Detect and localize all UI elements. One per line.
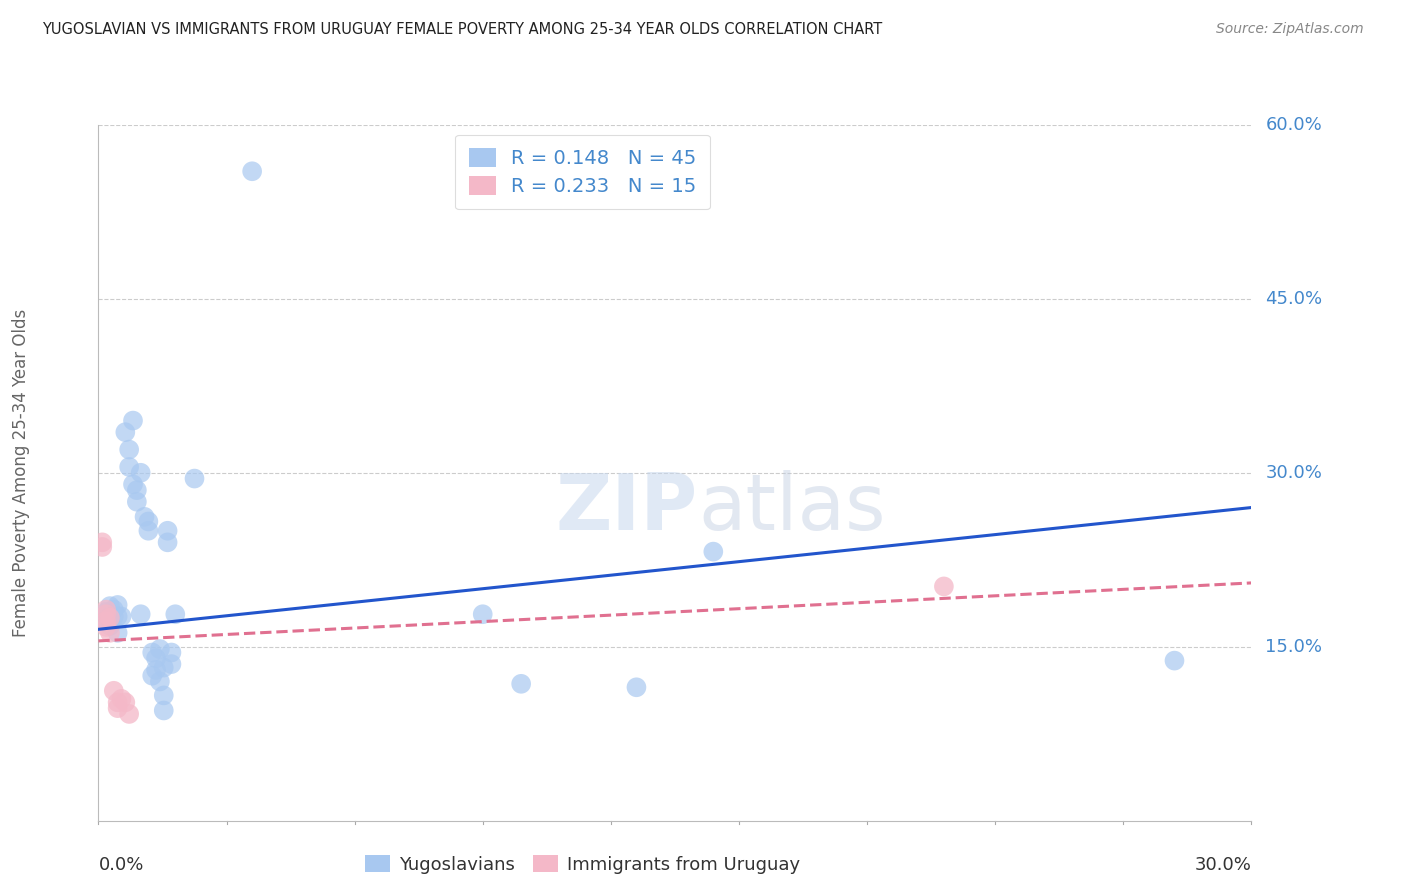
Point [94, 620, 117, 634]
Point [1163, 654, 1185, 668]
Point [160, 646, 183, 660]
Point [141, 669, 163, 683]
Point [122, 477, 145, 491]
Point [98, 625, 121, 640]
Point [149, 674, 172, 689]
Text: YUGOSLAVIAN VS IMMIGRANTS FROM URUGUAY FEMALE POVERTY AMONG 25-34 YEAR OLDS CORR: YUGOSLAVIAN VS IMMIGRANTS FROM URUGUAY F… [42, 22, 883, 37]
Point [94, 614, 117, 628]
Point [107, 701, 129, 715]
Text: 15.0%: 15.0% [1265, 638, 1323, 656]
Point [134, 509, 156, 524]
Point [91, 610, 114, 624]
Point [94, 602, 117, 616]
Point [98, 619, 121, 633]
Point [125, 494, 148, 508]
Point [91, 540, 114, 554]
Text: Source: ZipAtlas.com: Source: ZipAtlas.com [1216, 22, 1364, 37]
Point [107, 695, 129, 709]
Point [510, 677, 533, 691]
Point [107, 609, 129, 624]
Point [156, 535, 179, 549]
Point [626, 680, 648, 694]
Point [702, 544, 724, 558]
Point [110, 609, 132, 624]
Point [183, 471, 205, 485]
Point [94, 607, 117, 622]
Point [145, 663, 167, 677]
Point [110, 692, 132, 706]
Text: 60.0%: 60.0% [1265, 116, 1322, 134]
Point [152, 660, 174, 674]
Text: 30.0%: 30.0% [1265, 464, 1322, 482]
Point [122, 414, 145, 428]
Point [98, 610, 121, 624]
Point [91, 535, 114, 549]
Point [145, 651, 167, 665]
Point [471, 607, 494, 622]
Legend: Yugoslavians, Immigrants from Uruguay: Yugoslavians, Immigrants from Uruguay [357, 848, 807, 881]
Point [129, 607, 152, 622]
Point [107, 598, 129, 612]
Point [94, 605, 117, 619]
Point [138, 515, 160, 529]
Point [98, 599, 121, 614]
Point [129, 466, 152, 480]
Point [149, 642, 172, 657]
Text: 0.0%: 0.0% [98, 856, 143, 874]
Point [98, 614, 121, 628]
Point [94, 614, 117, 628]
Point [103, 683, 125, 698]
Point [107, 625, 129, 640]
Text: atlas: atlas [697, 469, 886, 546]
Point [118, 442, 141, 457]
Point [114, 425, 136, 439]
Point [160, 657, 183, 671]
Point [156, 524, 179, 538]
Text: Female Poverty Among 25-34 Year Olds: Female Poverty Among 25-34 Year Olds [13, 309, 30, 637]
Point [240, 164, 263, 178]
Point [125, 483, 148, 498]
Text: 30.0%: 30.0% [1195, 856, 1251, 874]
Text: ZIP: ZIP [555, 469, 697, 546]
Point [165, 607, 187, 622]
Point [103, 602, 125, 616]
Point [141, 646, 163, 660]
Point [932, 579, 955, 593]
Point [103, 609, 125, 624]
Point [118, 706, 141, 721]
Text: 45.0%: 45.0% [1265, 290, 1323, 308]
Point [114, 695, 136, 709]
Point [118, 459, 141, 474]
Point [138, 524, 160, 538]
Point [152, 689, 174, 703]
Point [152, 703, 174, 717]
